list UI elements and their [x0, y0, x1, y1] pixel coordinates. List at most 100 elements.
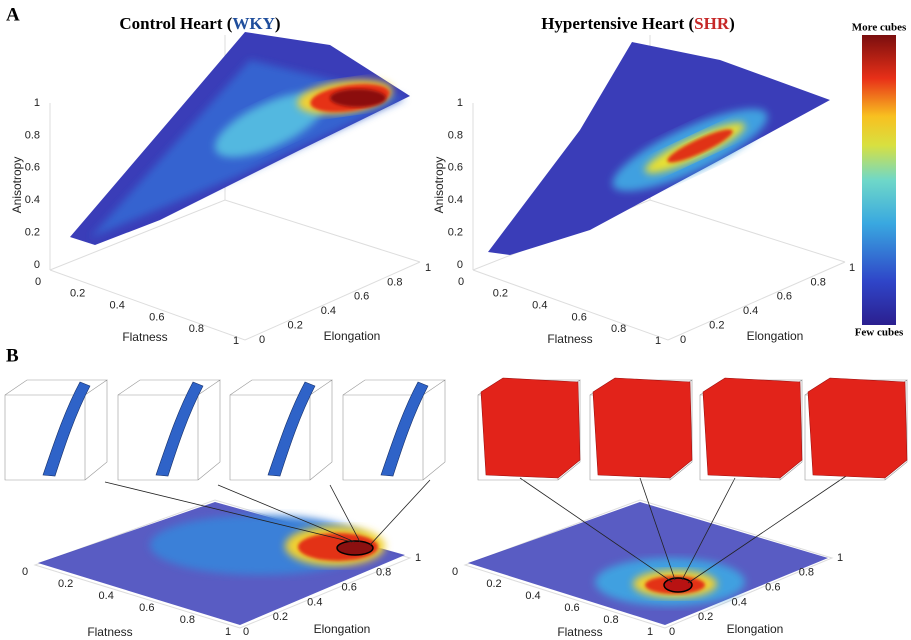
- anisotropy-tick-label: 0.2: [25, 227, 40, 239]
- cube-frame: [229, 379, 333, 481]
- flatness-tick-label: 1: [225, 626, 231, 638]
- elongation-tick-label: 0.4: [743, 305, 758, 317]
- colorbar-top-label: More cubes: [852, 22, 907, 34]
- fiber: [155, 381, 204, 477]
- elongation-tick-label: 0: [680, 334, 686, 346]
- anisotropy-axis-label: Anisotropy: [432, 157, 446, 214]
- elongation-tick-label: 1: [425, 262, 431, 274]
- elongation-tick-label: 0.2: [273, 611, 288, 623]
- anisotropy-tick-label: 0.6: [25, 162, 40, 174]
- flatness-tick-label: 0.4: [110, 300, 125, 312]
- flatness-tick-label: 0.6: [149, 311, 164, 323]
- flatness-axis-label: Flatness: [547, 332, 592, 346]
- flatness-axis-label: Flatness: [87, 625, 132, 639]
- elongation-tick-label: 0.2: [698, 611, 713, 623]
- anisotropy-tick-label: 0.6: [448, 162, 463, 174]
- tissue-block: [480, 377, 581, 479]
- title-part: Hypertensive Heart (: [541, 14, 694, 33]
- title-part: Control Heart (: [119, 14, 232, 33]
- density-a-right: [488, 42, 830, 255]
- title-part: WKY: [232, 14, 275, 33]
- cube-frame: [4, 379, 108, 481]
- flatness-tick-label: 1: [655, 335, 661, 347]
- elongation-tick-label: 0: [259, 334, 265, 346]
- elongation-tick-label: 0.2: [709, 320, 724, 332]
- flatness-axis-label: Flatness: [122, 330, 167, 344]
- fiber: [267, 381, 316, 477]
- title-part: ): [275, 14, 281, 33]
- flatness-tick-label: 0.4: [99, 590, 114, 602]
- flatness-tick-label: 1: [233, 335, 239, 347]
- cube-frame: [342, 379, 446, 481]
- anisotropy-tick-label: 1: [457, 97, 463, 109]
- anisotropy-tick-label: 0.2: [448, 227, 463, 239]
- flatness-tick-label: 0: [452, 566, 458, 578]
- axes-frames: [33, 35, 846, 629]
- flatness-tick-label: 0.8: [189, 323, 204, 335]
- cube-insets: [4, 377, 908, 481]
- tissue-block: [702, 377, 803, 479]
- anisotropy-tick-label: 0.4: [448, 194, 463, 206]
- colorbar: [862, 35, 896, 325]
- cube-frame: [117, 379, 221, 481]
- colorbar-bottom-label: Few cubes: [855, 327, 904, 339]
- elongation-tick-label: 0.4: [321, 305, 336, 317]
- elongation-tick-label: 0.2: [288, 320, 303, 332]
- elongation-tick-label: 0.8: [799, 567, 814, 579]
- flatness-tick-label: 0.2: [493, 288, 508, 300]
- flatness-tick-label: 0: [458, 276, 464, 288]
- flatness-tick-label: 0.2: [70, 288, 85, 300]
- anisotropy-tick-label: 0.4: [25, 194, 40, 206]
- elongation-tick-label: 1: [837, 552, 843, 564]
- flatness-tick-label: 0: [35, 276, 41, 288]
- elongation-tick-label: 0.8: [387, 276, 402, 288]
- elongation-tick-label: 0: [669, 626, 675, 638]
- connectors: [104, 469, 856, 584]
- elongation-tick-label: 0.4: [307, 596, 322, 608]
- elongation-tick-label: 0.8: [811, 276, 826, 288]
- elongation-tick-label: 0: [243, 626, 249, 638]
- plot-title: Hypertensive Heart (SHR): [541, 14, 735, 33]
- flatness-tick-label: 0.6: [139, 602, 154, 614]
- elongation-axis-label: Elongation: [314, 622, 371, 636]
- elongation-tick-label: 0.6: [777, 291, 792, 303]
- tissue-block: [592, 377, 693, 479]
- tissue-block: [807, 377, 908, 479]
- density-b-right: [468, 502, 828, 625]
- elongation-tick-label: 0.6: [354, 291, 369, 303]
- elongation-tick-label: 0.6: [342, 582, 357, 594]
- flatness-tick-label: 0.6: [572, 311, 587, 323]
- flatness-axis-label: Flatness: [557, 625, 602, 639]
- flatness-tick-label: 0.4: [532, 300, 547, 312]
- elongation-axis-label: Elongation: [727, 622, 784, 636]
- panel-label: A: [6, 4, 20, 25]
- anisotropy-tick-label: 1: [34, 97, 40, 109]
- flatness-tick-label: 0.8: [180, 614, 195, 626]
- fiber: [380, 381, 429, 477]
- elongation-tick-label: 0.6: [765, 582, 780, 594]
- elongation-tick-label: 0.8: [376, 567, 391, 579]
- elongation-tick-label: 1: [415, 552, 421, 564]
- flatness-tick-label: 0.2: [58, 578, 73, 590]
- flatness-tick-label: 0.4: [525, 590, 540, 602]
- anisotropy-tick-label: 0.8: [25, 129, 40, 141]
- flatness-tick-label: 0.2: [486, 578, 501, 590]
- title-part: SHR: [694, 14, 730, 33]
- anisotropy-tick-label: 0.8: [448, 129, 463, 141]
- fiber: [42, 381, 91, 477]
- flatness-tick-label: 1: [647, 626, 653, 638]
- plot-title: Control Heart (WKY): [119, 14, 280, 33]
- elongation-tick-label: 0.4: [732, 596, 747, 608]
- title-part: ): [729, 14, 735, 33]
- anisotropy-tick-label: 0: [457, 259, 463, 271]
- panel-label: B: [6, 345, 19, 366]
- flatness-tick-label: 0.8: [611, 323, 626, 335]
- elongation-axis-label: Elongation: [324, 329, 381, 343]
- elongation-axis-label: Elongation: [747, 329, 804, 343]
- flatness-tick-label: 0.6: [564, 602, 579, 614]
- flatness-tick-label: 0: [22, 566, 28, 578]
- anisotropy-tick-label: 0: [34, 259, 40, 271]
- density-a-left: [70, 32, 410, 245]
- elongation-tick-label: 1: [849, 262, 855, 274]
